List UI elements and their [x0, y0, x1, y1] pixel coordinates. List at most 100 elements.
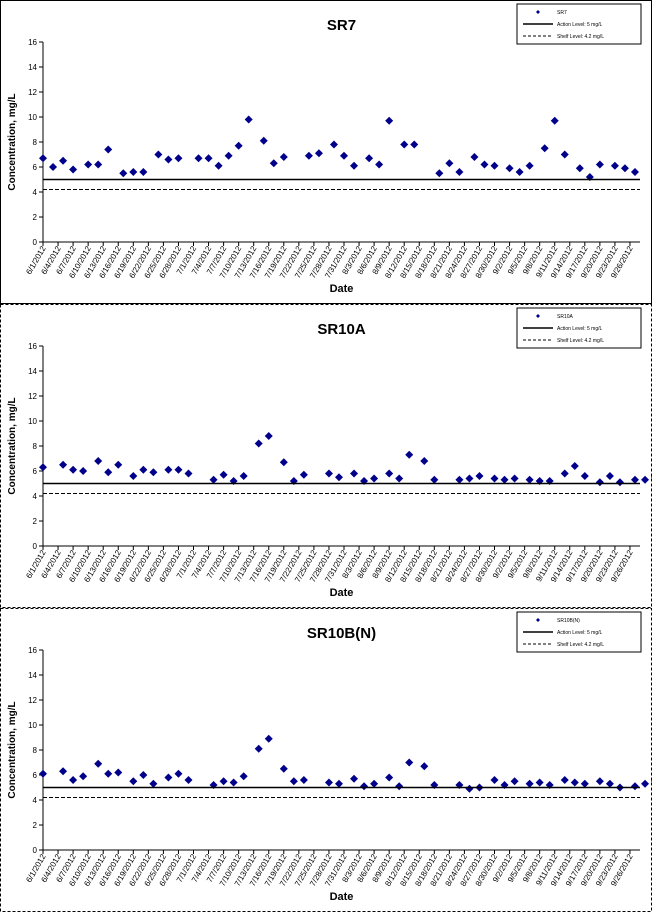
data-point: [490, 474, 499, 483]
data-point: [540, 144, 549, 153]
legend-marker-swatch: [536, 10, 540, 14]
data-point: [244, 115, 253, 124]
data-point: [641, 779, 650, 788]
data-point: [455, 475, 464, 484]
data-point: [395, 782, 404, 791]
data-point: [595, 478, 604, 487]
data-point: [129, 777, 138, 786]
data-point: [375, 160, 384, 169]
data-point: [59, 460, 68, 469]
data-point: [500, 475, 509, 484]
legend-label: Shelf Level: 4.2 mg/L: [557, 34, 604, 40]
data-point: [385, 773, 394, 782]
data-point: [610, 161, 619, 170]
y-tick-label: 6: [33, 163, 38, 172]
data-point: [184, 776, 193, 784]
data-point: [129, 472, 138, 480]
data-point: [174, 769, 183, 778]
y-axis-label: Concentration, mg/L: [7, 701, 18, 798]
data-point: [365, 154, 374, 163]
y-tick-label: 10: [28, 721, 37, 730]
y-tick-label: 16: [28, 646, 37, 655]
y-tick-label: 2: [33, 213, 38, 222]
data-point: [164, 465, 173, 474]
y-tick-label: 4: [33, 796, 38, 805]
data-point: [360, 782, 369, 791]
data-point: [114, 768, 123, 777]
data-point: [580, 472, 589, 480]
data-point: [410, 140, 419, 149]
y-tick-label: 0: [33, 238, 38, 247]
data-point: [470, 153, 479, 161]
data-point: [69, 465, 78, 474]
data-point: [405, 758, 414, 767]
data-point: [350, 469, 359, 478]
x-axis-label: Date: [330, 587, 354, 599]
data-point: [234, 141, 243, 150]
data-point: [114, 460, 123, 469]
data-point: [269, 159, 278, 168]
data-point: [560, 469, 569, 478]
y-tick-label: 6: [33, 467, 38, 476]
data-point: [84, 160, 93, 169]
data-point: [329, 140, 338, 149]
data-point: [154, 150, 163, 159]
chart-sr10b-n: SR10B(N) 0 2 4 6 8 10 12 14 16 Concentration, mg/L…: [0, 608, 652, 912]
data-point: [340, 151, 349, 160]
legend-label: SR10A: [557, 314, 574, 320]
data-point: [595, 160, 604, 169]
data-point: [69, 165, 78, 174]
data-point: [139, 771, 148, 779]
data-point: [104, 468, 113, 477]
data-point: [254, 744, 263, 753]
legend-label: SR10B(N): [557, 618, 580, 624]
chart-panel-sr7: SR7 0 2 4 6 8 10 12 14 16 Concentration, mg/L 6/1/2…: [0, 0, 652, 304]
data-point: [139, 168, 148, 176]
data-point: [570, 778, 579, 787]
chart-title: SR10A: [317, 321, 366, 338]
y-tick-label: 12: [28, 392, 37, 401]
data-point: [94, 160, 103, 169]
data-point: [641, 475, 650, 484]
data-point: [550, 116, 559, 125]
data-point: [350, 774, 359, 783]
legend: SR10A Action Level: 5 mg/L Shelf Level: 4.…: [516, 307, 642, 349]
data-point: [304, 151, 313, 160]
data-point: [334, 473, 343, 482]
data-point: [59, 767, 68, 776]
x-axis-label: Date: [330, 283, 354, 295]
data-point: [299, 776, 308, 784]
legend-label: SR7: [557, 10, 567, 16]
data-point: [279, 458, 288, 467]
data-point: [515, 168, 524, 176]
data-point: [395, 474, 404, 483]
y-tick-label: 10: [28, 417, 37, 426]
x-axis-label: Date: [330, 891, 354, 903]
data-point: [575, 164, 584, 173]
data-point: [174, 154, 183, 163]
data-point: [164, 773, 173, 782]
data-point: [420, 457, 429, 465]
y-tick-label: 12: [28, 696, 37, 705]
data-point: [475, 472, 484, 480]
data-point: [615, 478, 624, 487]
data-point: [525, 475, 534, 484]
legend: SR7 Action Level: 5 mg/L Shelf Level: 4.2 …: [516, 3, 642, 45]
data-point: [385, 469, 394, 478]
data-point: [465, 784, 474, 793]
data-point: [385, 116, 394, 125]
data-point: [510, 474, 519, 483]
data-point: [595, 777, 604, 786]
data-point: [560, 776, 569, 784]
y-tick-label: 8: [33, 138, 38, 147]
data-point: [219, 777, 228, 786]
data-point: [535, 778, 544, 787]
data-point: [620, 164, 629, 173]
data-point: [279, 153, 288, 161]
data-point: [605, 472, 614, 480]
y-axis-label: Concentration, mg/L: [7, 397, 18, 494]
data-point: [259, 136, 268, 145]
data-point: [39, 463, 47, 472]
